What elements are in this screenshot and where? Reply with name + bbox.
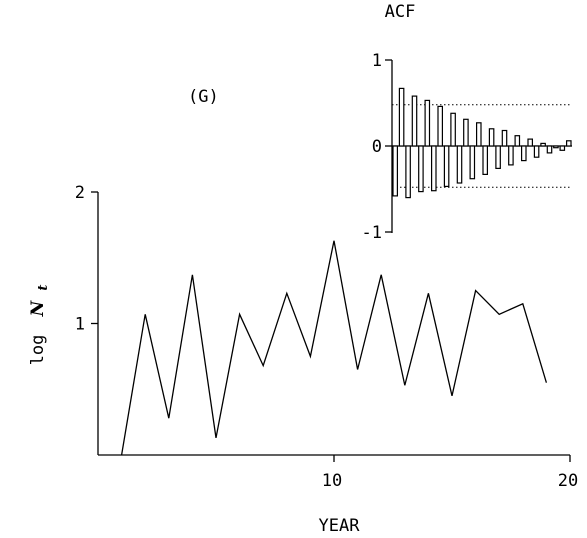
acf-y-tick-label: 1: [372, 51, 382, 71]
acf-y-tick-label: -1: [362, 223, 382, 243]
y-axis-label-var: N: [28, 299, 48, 317]
y-axis-label-sub: t: [36, 285, 51, 291]
acf-bar: [424, 99, 431, 147]
acf-bar: [495, 145, 501, 169]
acf-bar: [520, 145, 527, 162]
acf-bar: [501, 129, 508, 147]
acf-bar: [431, 145, 437, 192]
acf-bar: [392, 145, 399, 197]
main-line-chart: 12 10 20 (G) YEAR log N t: [28, 87, 578, 536]
acf-bar: [437, 105, 444, 147]
acf-bar: [450, 112, 456, 147]
main-x-tick-label: 10: [322, 471, 342, 491]
main-y-tick-label: 2: [75, 183, 85, 203]
x-axis-label: YEAR: [319, 516, 361, 536]
acf-bar: [514, 135, 521, 147]
series-line-log-nt: [120, 240, 548, 456]
acf-bar: [533, 145, 540, 158]
acf-inset-chart: ACF -1 0 1: [362, 2, 572, 243]
acf-bar: [508, 145, 514, 166]
acf-bar: [546, 145, 553, 154]
acf-bar: [540, 142, 546, 147]
acf-bar: [476, 122, 482, 147]
acf-bar: [488, 128, 495, 147]
acf-bar: [456, 145, 463, 184]
main-x-tick-label: 20: [558, 471, 578, 491]
acf-bar: [405, 145, 411, 199]
acf-y-ticks: -1 0 1: [362, 51, 392, 243]
acf-bar: [527, 138, 534, 147]
y-axis-label-prefix: log: [28, 335, 48, 366]
y-axis-label: log N t: [28, 285, 51, 366]
acf-bars: [392, 87, 572, 199]
acf-bar: [463, 118, 469, 147]
acf-y-tick-label: 0: [372, 137, 382, 157]
acf-bar: [411, 95, 418, 147]
acf-bar: [443, 145, 450, 188]
acf-bar: [559, 145, 566, 151]
svg-text:log N t: log N t: [28, 285, 51, 366]
acf-bar: [398, 87, 405, 147]
panel-label: (G): [188, 87, 219, 107]
main-x-ticks: 10 20: [322, 455, 578, 491]
main-y-tick-label: 1: [75, 315, 85, 335]
acf-bar: [553, 145, 559, 149]
acf-bar: [418, 145, 424, 193]
acf-bar: [469, 145, 476, 180]
acf-bar: [565, 140, 572, 147]
acf-bar: [482, 145, 489, 175]
acf-title: ACF: [385, 2, 416, 22]
main-y-ticks: 12: [75, 183, 98, 335]
